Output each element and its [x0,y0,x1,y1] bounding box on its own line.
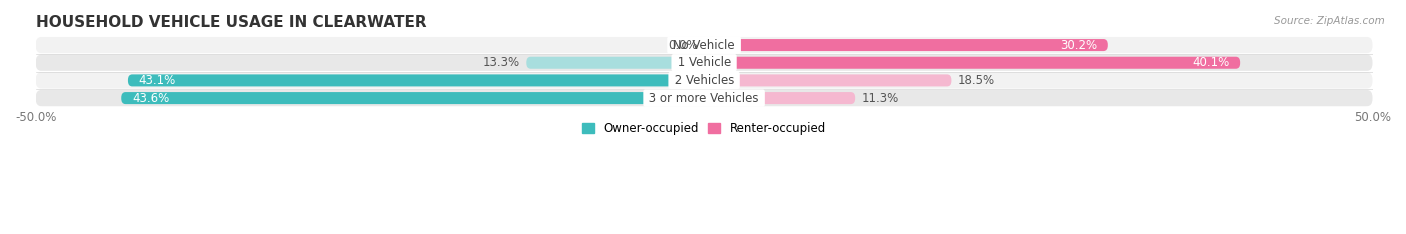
Text: HOUSEHOLD VEHICLE USAGE IN CLEARWATER: HOUSEHOLD VEHICLE USAGE IN CLEARWATER [35,15,426,30]
Text: 43.1%: 43.1% [139,74,176,87]
Text: 2 Vehicles: 2 Vehicles [671,74,738,87]
Text: 3 or more Vehicles: 3 or more Vehicles [645,91,762,105]
Text: 43.6%: 43.6% [132,91,169,105]
Text: Source: ZipAtlas.com: Source: ZipAtlas.com [1274,16,1385,26]
Text: 40.1%: 40.1% [1192,56,1229,69]
Text: 18.5%: 18.5% [957,74,995,87]
FancyBboxPatch shape [35,90,1372,106]
FancyBboxPatch shape [35,55,1372,71]
FancyBboxPatch shape [704,74,952,86]
Text: 30.2%: 30.2% [1060,39,1097,51]
Text: 1 Vehicle: 1 Vehicle [673,56,734,69]
FancyBboxPatch shape [121,92,704,104]
FancyBboxPatch shape [526,57,704,69]
FancyBboxPatch shape [35,37,1372,53]
FancyBboxPatch shape [704,57,1240,69]
FancyBboxPatch shape [128,74,704,86]
FancyBboxPatch shape [704,39,1108,51]
Text: 0.0%: 0.0% [668,39,697,51]
Text: 11.3%: 11.3% [862,91,898,105]
FancyBboxPatch shape [697,39,704,51]
FancyBboxPatch shape [704,92,855,104]
FancyBboxPatch shape [35,72,1372,88]
Text: No Vehicle: No Vehicle [669,39,738,51]
Legend: Owner-occupied, Renter-occupied: Owner-occupied, Renter-occupied [578,117,831,140]
Text: 13.3%: 13.3% [482,56,520,69]
